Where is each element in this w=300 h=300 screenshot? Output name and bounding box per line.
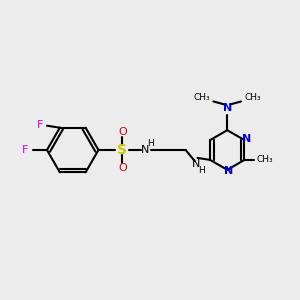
- Text: N: N: [223, 103, 232, 113]
- Text: F: F: [37, 120, 43, 130]
- Text: O: O: [118, 127, 127, 137]
- Text: CH₃: CH₃: [193, 93, 210, 102]
- Text: N: N: [141, 145, 149, 155]
- Text: H: H: [198, 166, 205, 175]
- Text: CH₃: CH₃: [257, 155, 274, 164]
- Text: N: N: [242, 134, 251, 144]
- Text: N: N: [191, 159, 200, 169]
- Text: H: H: [148, 139, 154, 148]
- Text: CH₃: CH₃: [245, 93, 261, 102]
- Text: N: N: [224, 166, 233, 176]
- Text: F: F: [22, 145, 28, 155]
- Text: O: O: [118, 163, 127, 173]
- Text: S: S: [117, 143, 127, 157]
